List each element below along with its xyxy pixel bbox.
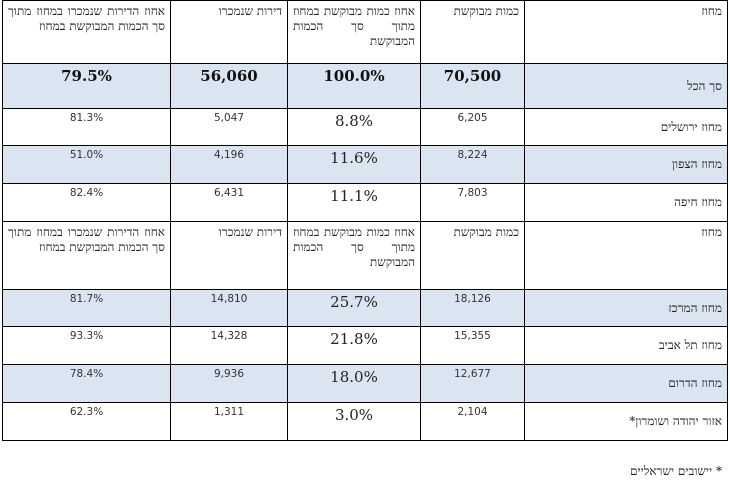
requested-share-cell: 11.1% (287, 183, 421, 222)
header-row: אחוז הדירות שנמכרו במחוז מתוך סך הכמות ה… (2, 0, 728, 64)
header-district: מחוז (524, 0, 728, 64)
requested-qty-cell: 8,224 (420, 145, 525, 184)
sold-cell: 1,311 (170, 402, 288, 441)
sold-cell: 9,936 (170, 364, 288, 403)
header-district: מחוז (524, 221, 728, 290)
header-requested-share: אחוז כמות מבוקשת במחוז מתוך סך הכמות המב… (287, 221, 421, 290)
requested-share-cell: 18.0% (287, 364, 421, 403)
table-row: 78.4% 9,936 18.0% 12,677 מחוז הדרום (2, 364, 728, 403)
district-cell: מחוז המרכז (524, 289, 728, 327)
sold-cell: 4,196 (170, 145, 288, 184)
sold-share-cell: 81.7% (2, 289, 171, 327)
total-sold-share: 79.5% (2, 63, 171, 109)
district-cell: אזור יהודה ושומרון* (524, 402, 728, 441)
total-requested-share: 100.0% (287, 63, 421, 109)
sold-cell: 5,047 (170, 108, 288, 146)
requested-qty-cell: 7,803 (420, 183, 525, 222)
header-sold: דירות שנמכרו (170, 221, 288, 290)
requested-qty-cell: 15,355 (420, 326, 525, 365)
sold-share-cell: 81.3% (2, 108, 171, 146)
header-requested-qty: כמות מבוקשת (420, 221, 525, 290)
header-sold: דירות שנמכרו (170, 0, 288, 64)
district-cell: מחוז תל אביב (524, 326, 728, 365)
total-row: 79.5% 56,060 100.0% 70,500 סך הכל (2, 63, 728, 109)
requested-qty-cell: 6,205 (420, 108, 525, 146)
district-cell: מחוז ירושלים (524, 108, 728, 146)
requested-qty-cell: 12,677 (420, 364, 525, 403)
table-row: 81.3% 5,047 8.8% 6,205 מחוז ירושלים (2, 108, 728, 146)
requested-share-cell: 25.7% (287, 289, 421, 327)
district-housing-table: אחוז הדירות שנמכרו במחוז מתוך סך הכמות ה… (2, 0, 728, 441)
header-row: אחוז הדירות שנמכרו במחוז מתוך סך הכמות ה… (2, 221, 728, 290)
district-cell: מחוז חיפה (524, 183, 728, 222)
requested-qty-cell: 2,104 (420, 402, 525, 441)
header-sold-share: אחוז הדירות שנמכרו במחוז מתוך סך הכמות ה… (2, 221, 171, 290)
header-sold-share: אחוז הדירות שנמכרו במחוז מתוך סך הכמות ה… (2, 0, 171, 64)
table-row: 81.7% 14,810 25.7% 18,126 מחוז המרכז (2, 289, 728, 327)
table-row: 62.3% 1,311 3.0% 2,104 אזור יהודה ושומרו… (2, 402, 728, 441)
header-requested-qty: כמות מבוקשת (420, 0, 525, 64)
requested-share-cell: 21.8% (287, 326, 421, 365)
total-requested-qty: 70,500 (420, 63, 525, 109)
district-cell: מחוז הצפון (524, 145, 728, 184)
sold-cell: 14,810 (170, 289, 288, 327)
sold-share-cell: 78.4% (2, 364, 171, 403)
sold-share-cell: 62.3% (2, 402, 171, 441)
sold-cell: 6,431 (170, 183, 288, 222)
table-row: 93.3% 14,328 21.8% 15,355 מחוז תל אביב (2, 326, 728, 365)
total-district: סך הכל (524, 63, 728, 109)
requested-share-cell: 3.0% (287, 402, 421, 441)
total-sold: 56,060 (170, 63, 288, 109)
table-row: 82.4% 6,431 11.1% 7,803 מחוז חיפה (2, 183, 728, 222)
requested-qty-cell: 18,126 (420, 289, 525, 327)
footnote: * יישובים ישראליים (629, 464, 722, 478)
requested-share-cell: 8.8% (287, 108, 421, 146)
sold-share-cell: 93.3% (2, 326, 171, 365)
requested-share-cell: 11.6% (287, 145, 421, 184)
sold-share-cell: 82.4% (2, 183, 171, 222)
table-row: 51.0% 4,196 11.6% 8,224 מחוז הצפון (2, 145, 728, 184)
sold-cell: 14,328 (170, 326, 288, 365)
header-requested-share: אחוז כמות מבוקשת במחוז מתוך סך הכמות המב… (287, 0, 421, 64)
sold-share-cell: 51.0% (2, 145, 171, 184)
district-cell: מחוז הדרום (524, 364, 728, 403)
